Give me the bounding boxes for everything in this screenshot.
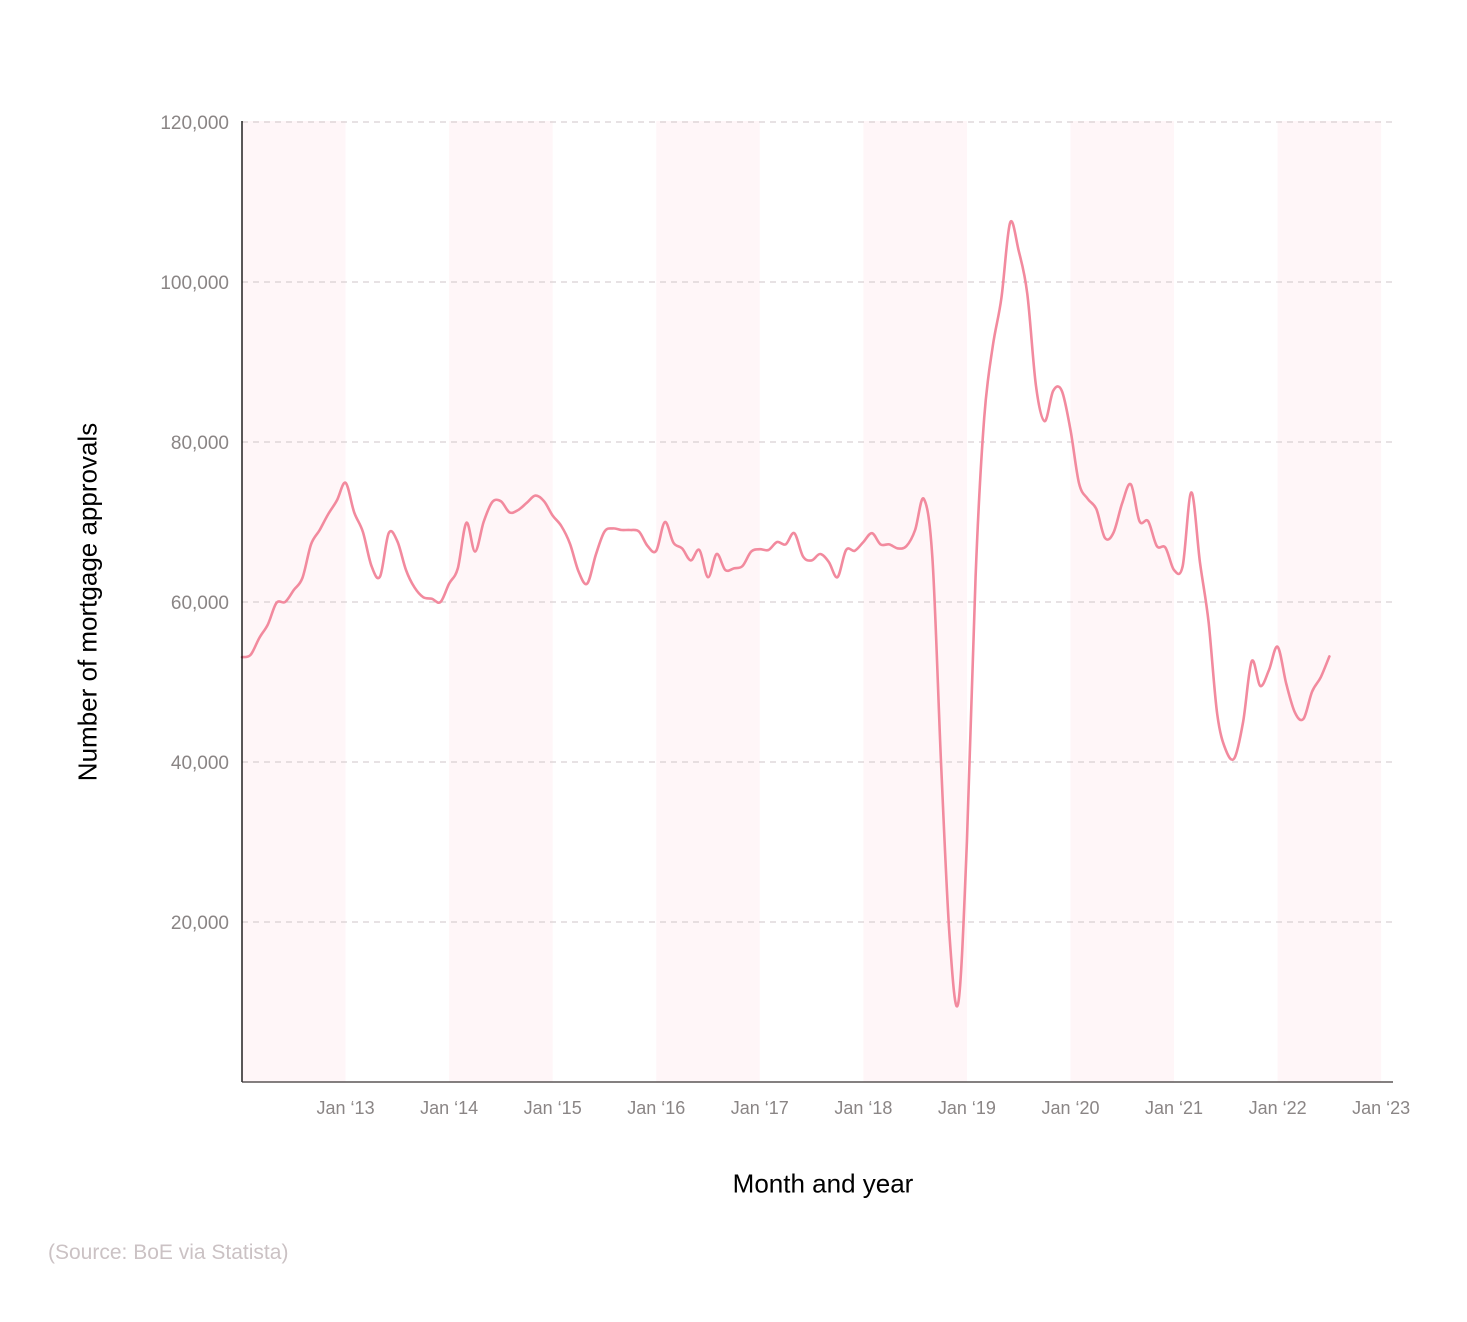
x-tick-label: Jan ‘17 [731,1098,789,1118]
y-tick-label: 100,000 [160,273,229,294]
x-tick-label: Jan ‘22 [1249,1098,1307,1118]
x-tick-label: Jan ‘18 [834,1098,892,1118]
x-tick-label: Jan ‘20 [1041,1098,1099,1118]
gridlines [242,121,1393,923]
y-tick-label: 120,000 [160,113,229,134]
x-tick-label: Jan ‘13 [317,1098,375,1118]
x-tick-label: Jan ‘19 [938,1098,996,1118]
y-axis-ticks: 20,000 40,000 60,000 80,000 100,000 120,000 [160,113,229,934]
y-tick-label: 20,000 [171,913,229,934]
x-tick-label: Jan ‘16 [627,1098,685,1118]
x-axis-ticks: Jan ‘13 Jan ‘14 Jan ‘15 Jan ‘16 Jan ‘17 Jan ‘… [317,1098,1411,1118]
band-2012 [242,121,346,1082]
x-tick-label: Jan ‘15 [524,1098,582,1118]
x-tick-label: Jan ‘21 [1145,1098,1203,1118]
x-tick-label: Jan ‘23 [1352,1098,1410,1118]
y-axis-title: Number of mortgage approvals [72,422,103,782]
y-tick-label: 40,000 [171,753,229,774]
source-note: (Source: BoE via Statista) [48,1241,289,1264]
series-line-mortgage-approvals [240,219,1331,1008]
y-tick-label: 80,000 [171,433,229,454]
y-tick-label: 60,000 [171,593,229,614]
x-axis-title: Month and year [732,1168,914,1199]
x-tick-label: Jan ‘14 [420,1098,478,1118]
band-2022 [1277,121,1382,1082]
